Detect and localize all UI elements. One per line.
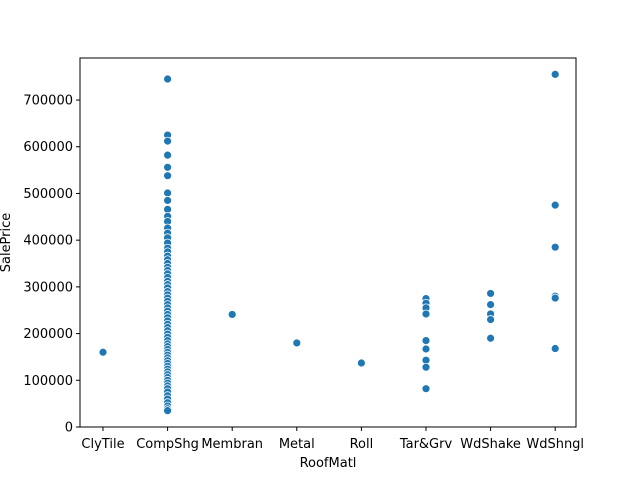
data-point [550,200,560,210]
plot-frame [79,57,577,428]
y-tick-label: 400000 [23,234,73,249]
x-tick-label: Tar&Grv [399,437,453,452]
y-tick-label: 700000 [23,94,73,109]
y-tick-label: 300000 [23,280,73,295]
data-point [163,136,173,146]
points-layer [98,69,560,416]
data-point [163,196,173,205]
x-tick-label: ClyTile [81,437,124,452]
y-tick-label: 600000 [23,140,73,155]
data-point [163,150,173,160]
y-tick-label: 200000 [23,327,73,342]
y-tick-label: 100000 [23,374,73,389]
y-tick-label: 500000 [23,187,73,202]
data-point [486,315,496,324]
y-axis-label: SalePrice [0,213,14,273]
data-point [163,74,173,84]
data-point [163,171,173,181]
x-tick-label: CompShg [136,437,199,452]
data-point [163,162,173,172]
data-point [163,188,173,198]
data-point [421,309,431,319]
data-point [421,384,431,394]
data-point [163,406,173,416]
data-point [486,333,496,343]
data-point [98,347,108,357]
x-tick-label: Metal [279,437,315,452]
data-point [486,300,496,310]
x-tick-label: Roll [350,437,374,452]
data-point [550,344,560,353]
data-point [356,358,366,368]
data-point [486,289,496,298]
x-axis: ClyTile CompShg Membran Metal Roll Tar&Grv WdS… [81,427,584,452]
y-axis: 0 100000 200000 300000 400000 500000 600000 700… [23,94,80,436]
data-point [227,310,237,319]
x-tick-label: Membran [201,437,263,452]
data-point [550,242,560,252]
x-axis-label: RoofMatl [300,456,357,471]
x-tick-label: WdShake [460,437,521,452]
data-point [292,338,302,348]
x-tick-label: WdShngl [526,437,584,452]
data-point [421,362,431,372]
data-point [421,336,431,345]
data-point [550,293,560,303]
y-tick-label: 0 [65,421,73,436]
data-point [421,344,431,354]
data-point [550,69,560,79]
